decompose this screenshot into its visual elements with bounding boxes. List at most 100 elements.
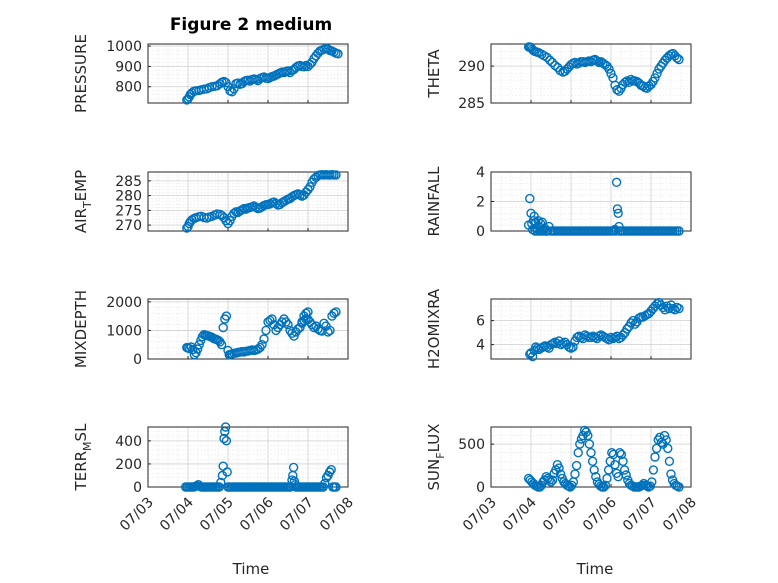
x-tick-label: 07/06: [580, 494, 620, 534]
data-point: [320, 478, 330, 489]
data-point: [287, 328, 297, 338]
y-tick-label: 290: [458, 59, 485, 75]
data-point: [634, 313, 644, 323]
data-point: [326, 465, 336, 475]
data-point: [299, 315, 309, 326]
data-point: [670, 305, 680, 315]
y-axis-label: MIXDEPTH: [72, 290, 90, 368]
axes-box: [147, 426, 349, 488]
data-point: [218, 322, 228, 333]
data-point: [612, 84, 622, 95]
y-axis-label-main: TERR: [72, 451, 90, 492]
data-point: [586, 448, 596, 458]
x-tick-label: 07/08: [660, 495, 700, 535]
data-point: [225, 215, 235, 226]
y-axis-label-rest: SL: [72, 423, 90, 442]
data-point: [221, 311, 232, 321]
data-point: [214, 482, 224, 492]
data-point: [542, 52, 552, 62]
data-point: [222, 467, 232, 477]
figure-title: Figure 2 medium: [170, 15, 332, 35]
data-point: [663, 443, 673, 454]
data-point: [331, 170, 341, 180]
data-point: [309, 322, 319, 333]
y-axis-label-subscript: M: [81, 441, 94, 451]
x-axis-label-left: Time: [232, 560, 270, 578]
y-tick-label: 2: [476, 195, 485, 211]
data-point: [604, 335, 614, 345]
y-axis-label-main: SUN: [425, 459, 443, 491]
x-axis-label-right: Time: [576, 560, 614, 578]
y-tick-label: 275: [115, 203, 142, 219]
x-tick-label: 07/03: [460, 495, 500, 535]
data-point: [589, 465, 599, 475]
data-point: [662, 301, 672, 311]
y-tick-label: 4: [476, 338, 485, 354]
data-point: [664, 456, 675, 466]
data-point: [554, 463, 564, 473]
y-axis-label-rest: LUX: [425, 424, 443, 453]
subplot-8: 07/03 07/04 07/05 07/06 07/07 07/08 0 500 SUNFLU…: [425, 424, 700, 535]
data-point: [331, 482, 341, 492]
data-point: [621, 470, 631, 480]
data-point: [295, 322, 305, 333]
y-tick-label: 500: [458, 437, 485, 453]
data-point: [257, 340, 267, 350]
data-point: [618, 456, 628, 466]
data-point: [626, 318, 636, 328]
axes-border: [147, 171, 349, 232]
data-point: [583, 430, 593, 441]
subplot-4: 0 2 4 RAINFALL: [425, 165, 692, 240]
data-point: [674, 226, 684, 236]
y-axis-label: THETA: [425, 49, 443, 99]
y-axis-label-main: AIR: [72, 208, 90, 233]
data-point: [220, 426, 230, 437]
data-point: [283, 320, 293, 330]
data-point: [261, 325, 271, 336]
data-point: [283, 66, 293, 76]
data-point: [652, 68, 662, 79]
y-tick-label: 280: [115, 189, 142, 205]
y-tick-label: 2000: [106, 295, 142, 311]
subplot-7: 07/03 07/04 07/05 07/06 07/07 07/08 0 200 400 TER…: [72, 422, 357, 535]
x-tick-label: 07/06: [237, 494, 277, 534]
data-point: [333, 49, 343, 59]
data-point: [672, 302, 682, 313]
y-axis-label: TERRMSL: [72, 423, 94, 492]
x-tick-label: 07/07: [277, 495, 317, 535]
data-point: [547, 57, 557, 68]
data-point: [651, 443, 662, 454]
data-point: [555, 469, 566, 479]
x-tick-label: 07/05: [197, 495, 237, 535]
data-point: [650, 452, 660, 462]
data-point: [616, 449, 627, 460]
subplot-6: 4 6 H2OMIXRA: [425, 288, 692, 369]
data-point: [194, 340, 204, 350]
data-point: [533, 215, 543, 226]
data-point: [674, 54, 684, 65]
data-point: [611, 177, 622, 188]
y-axis-label: PRESSURE: [72, 34, 90, 113]
data-point: [600, 480, 611, 490]
x-tick-label: 07/03: [117, 495, 157, 535]
data-point: [606, 68, 616, 79]
y-tick-label: 200: [115, 457, 142, 473]
data-point: [599, 482, 609, 492]
y-tick-label: 0: [133, 352, 142, 368]
y-tick-label: 6: [476, 314, 485, 330]
data-point: [259, 334, 269, 344]
x-tick-label: 07/07: [620, 495, 660, 535]
y-tick-label: 285: [458, 96, 485, 112]
axes-border: [490, 43, 692, 104]
data-point: [672, 53, 682, 63]
subplot-1: 800 900 1000 PRESSURE: [72, 34, 349, 113]
data-point: [233, 78, 243, 88]
y-axis-label: SUNFLUX: [425, 424, 447, 491]
y-axis-label-rest: EMP: [72, 170, 90, 201]
data-point: [661, 435, 671, 445]
data-point: [568, 342, 578, 352]
data-point: [573, 448, 583, 458]
